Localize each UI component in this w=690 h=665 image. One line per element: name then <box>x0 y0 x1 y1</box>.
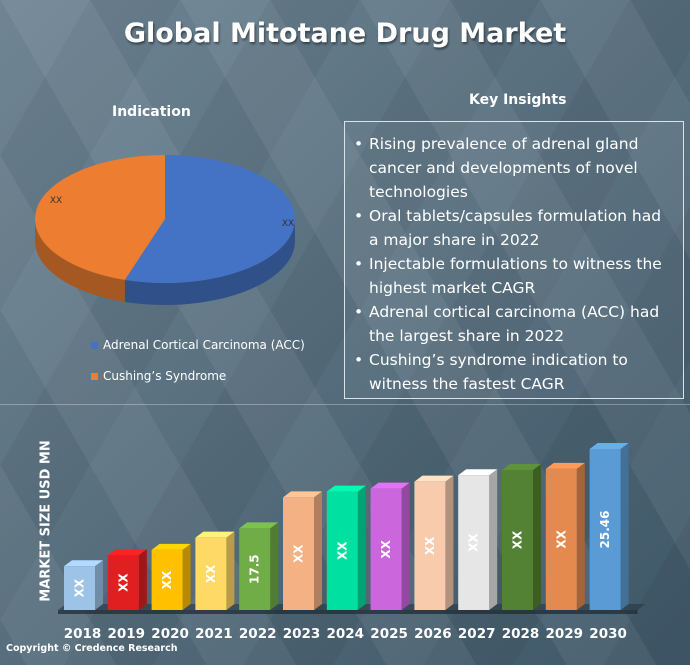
pie-slice-side <box>35 219 125 302</box>
bar-side <box>445 475 454 610</box>
x-tick-label: 2019 <box>108 626 146 642</box>
bar <box>151 549 183 610</box>
bar-data-label: 25.46 <box>598 511 612 549</box>
bar <box>370 488 402 610</box>
bar-data-label: XX <box>511 530 525 549</box>
x-tick-label: 2026 <box>414 626 452 642</box>
bar-data-label: XX <box>73 578 87 597</box>
bar-top <box>151 543 191 550</box>
bar-side <box>489 469 498 610</box>
bar <box>414 481 446 610</box>
bar-side <box>138 549 147 610</box>
key-insights-box: Rising prevalence of adrenal gland cance… <box>344 121 684 399</box>
bar-data-label: XX <box>292 544 306 563</box>
bar-side <box>620 443 629 610</box>
section-divider <box>0 404 690 405</box>
bar-data-label: XX <box>160 570 174 589</box>
x-tick-label: 2023 <box>283 626 321 642</box>
bar <box>107 555 139 610</box>
bar <box>545 468 577 610</box>
x-tick-label: 2025 <box>370 626 408 642</box>
bar-side <box>533 464 541 610</box>
bar <box>239 528 271 610</box>
pie-slice <box>124 155 296 283</box>
x-tick-label: 2024 <box>327 626 365 642</box>
bar-side <box>95 560 103 610</box>
pie-data-label: XX <box>50 196 62 206</box>
bar-data-label: XX <box>423 536 437 555</box>
x-tick-label: 2030 <box>589 626 627 642</box>
bar-side <box>314 491 322 610</box>
bar-data-label: XX <box>467 533 481 552</box>
chart-floor-edge <box>58 610 638 614</box>
pie-slice <box>35 155 165 280</box>
bar-data-label: XX <box>335 541 349 560</box>
bar-top <box>545 462 585 469</box>
bar-side <box>576 462 585 610</box>
bar <box>326 491 358 610</box>
bar-data-label: 17.5 <box>248 554 262 584</box>
x-tick-label: 2022 <box>239 626 277 642</box>
bar-side <box>226 531 235 610</box>
bar <box>589 449 621 610</box>
insight-item: Cushing’s syndrome indication to witness… <box>353 348 673 396</box>
legend-item-cushings: Cushing’s Syndrome <box>91 369 226 383</box>
bar <box>283 497 314 610</box>
bar-data-label: XX <box>554 529 568 548</box>
bar-top <box>195 531 235 538</box>
bar-top <box>239 522 279 529</box>
bar-top <box>414 475 454 482</box>
insight-item: Oral tablets/capsules formulation had a … <box>353 204 673 252</box>
x-tick-label: 2028 <box>502 626 540 642</box>
pie-heading: Indication <box>112 104 191 120</box>
x-tick-label: 2021 <box>195 626 233 642</box>
x-tick-label: 2020 <box>151 626 189 642</box>
insight-item: Injectable formulations to witness the h… <box>353 252 673 300</box>
bar-top <box>370 482 410 489</box>
key-insights-list: Rising prevalence of adrenal gland cance… <box>345 122 683 396</box>
x-tick-label: 2029 <box>546 626 584 642</box>
bar <box>64 566 95 610</box>
legend-item-acc: Adrenal Cortical Carcinoma (ACC) <box>91 338 305 352</box>
bar <box>195 537 227 610</box>
legend-swatch-acc <box>91 341 98 349</box>
bar-top <box>589 443 629 449</box>
bar-top <box>283 491 322 498</box>
insight-item: Rising prevalence of adrenal gland cance… <box>353 132 673 204</box>
bar <box>502 470 533 610</box>
bar-side <box>401 482 410 610</box>
bar-top <box>107 549 147 556</box>
pie-data-label: XX <box>282 219 294 229</box>
page-title: Global Mitotane Drug Market <box>123 18 567 49</box>
bar-top <box>64 560 103 567</box>
legend-swatch-cushings <box>91 372 98 380</box>
bar <box>458 475 490 610</box>
bar-data-label: XX <box>116 573 130 592</box>
insights-heading: Key Insights <box>469 92 567 108</box>
bar-top <box>458 469 498 476</box>
legend-label-acc: Adrenal Cortical Carcinoma (ACC) <box>103 338 305 352</box>
bar-top <box>326 485 366 492</box>
bar-data-label: XX <box>204 564 218 583</box>
x-tick-label: 2018 <box>64 626 102 642</box>
bar-top <box>502 464 541 470</box>
legend-label-cushings: Cushing’s Syndrome <box>103 369 227 383</box>
x-tick-label: 2027 <box>458 626 496 642</box>
copyright-text: Copyright © Credence Research <box>6 643 178 654</box>
bar-side <box>182 543 191 610</box>
bar-data-label: XX <box>379 539 393 558</box>
bar-side <box>357 485 366 610</box>
pie-slice-side <box>124 219 295 305</box>
bar-side <box>270 522 279 610</box>
insight-item: Adrenal cortical carcinoma (ACC) had the… <box>353 300 673 348</box>
